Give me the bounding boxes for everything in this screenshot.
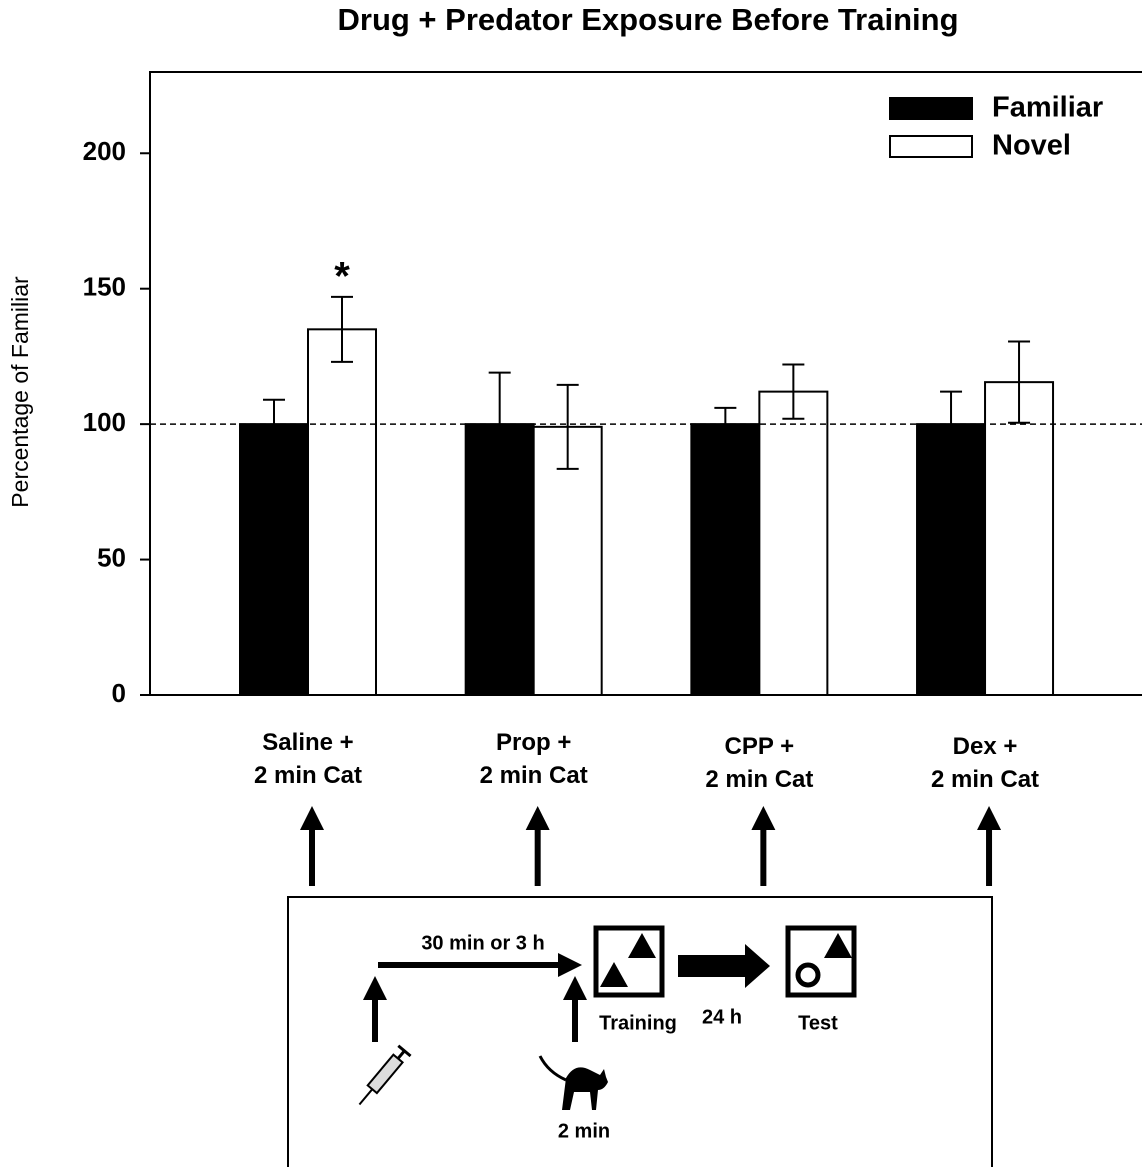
y-tick-label: 50 <box>97 542 126 572</box>
exposure-label: 2 min <box>558 1120 610 1142</box>
bar <box>691 424 759 695</box>
y-tick-label: 200 <box>83 136 126 166</box>
x-tick-label: Prop +2 min Cat <box>480 729 588 789</box>
interval-label: 30 min or 3 h <box>421 932 544 954</box>
bar <box>985 382 1053 695</box>
training-label: Training <box>599 1012 677 1034</box>
annotation: * <box>334 254 350 298</box>
bar <box>240 424 308 695</box>
chart: Drug + Predator Exposure Before Training… <box>0 0 1142 1167</box>
bar <box>917 424 985 695</box>
legend-label: Familiar <box>992 92 1103 124</box>
x-tick-label: Saline +2 min Cat <box>254 729 362 789</box>
test-label: Test <box>798 1012 838 1034</box>
cat-icon <box>540 1056 608 1110</box>
test-box <box>788 928 854 995</box>
bar <box>759 392 827 695</box>
legend-swatch <box>890 136 972 157</box>
y-tick-label: 100 <box>83 407 126 437</box>
protocol-diagram: 30 min or 3 h Training 24 h Test 2 min <box>288 897 992 1167</box>
legend-swatch <box>890 98 972 119</box>
y-tick-label: 0 <box>112 678 126 708</box>
delay-label: 24 h <box>702 1006 742 1028</box>
chart-title: Drug + Predator Exposure Before Training <box>338 2 959 37</box>
y-tick-label: 150 <box>83 272 126 302</box>
big-arrow <box>678 944 770 988</box>
bar <box>308 329 376 695</box>
legend-label: Novel <box>992 130 1071 162</box>
y-axis-label: Percentage of Familiar <box>7 276 33 508</box>
syringe-icon <box>353 1046 410 1110</box>
x-tick-label: Dex +2 min Cat <box>931 733 1039 793</box>
novel-object <box>798 965 818 985</box>
x-tick-label: CPP +2 min Cat <box>705 733 813 793</box>
